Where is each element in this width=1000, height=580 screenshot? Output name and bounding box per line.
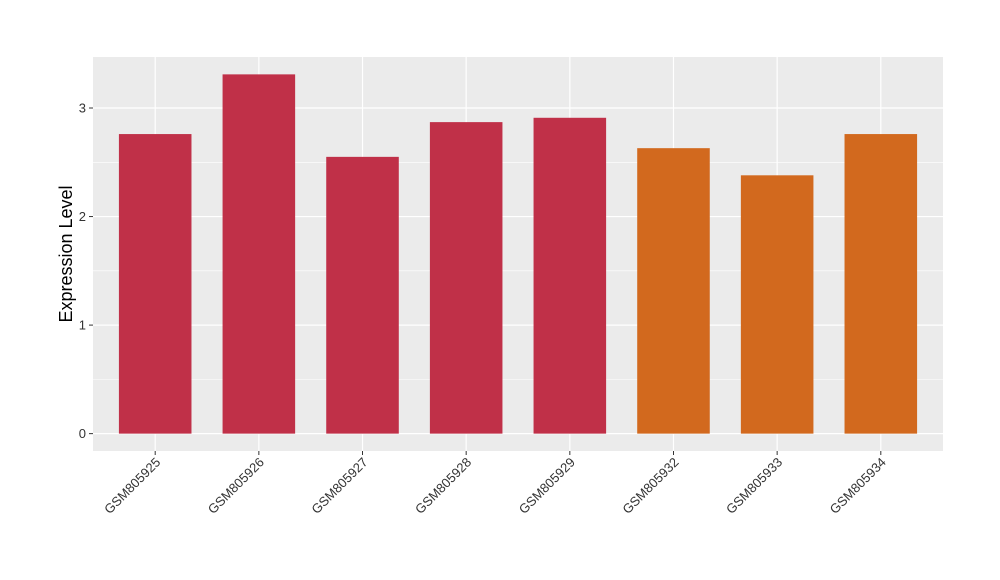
- x-tick-label: GSM805929: [516, 455, 578, 517]
- y-axis-title: Expression Level: [56, 185, 76, 322]
- plot-panel: [93, 57, 943, 451]
- x-tick-label: GSM805934: [827, 455, 889, 517]
- bar: [429, 122, 503, 434]
- y-axis: 0 1 2 3: [79, 101, 93, 441]
- y-tick-label: 0: [79, 426, 86, 441]
- y-tick-label: 2: [79, 209, 86, 224]
- bar: [326, 156, 399, 434]
- bar: [118, 134, 192, 434]
- y-tick-label: 1: [79, 318, 86, 333]
- x-axis: GSM805925 GSM805926 GSM805927 GSM805928 GSM8…: [101, 451, 889, 517]
- y-tick-label: 3: [79, 101, 86, 116]
- bars: [118, 74, 918, 434]
- bar: [222, 74, 296, 434]
- bar: [637, 148, 710, 434]
- bar: [844, 134, 918, 434]
- bar: [740, 175, 814, 434]
- x-tick-label: GSM805926: [205, 455, 267, 517]
- x-tick-label: GSM805925: [101, 455, 163, 517]
- x-tick-label: GSM805933: [723, 455, 785, 517]
- x-tick-label: GSM805932: [619, 455, 681, 517]
- x-tick-label: GSM805927: [308, 455, 370, 517]
- bar: [533, 117, 607, 434]
- x-tick-label: GSM805928: [412, 455, 474, 517]
